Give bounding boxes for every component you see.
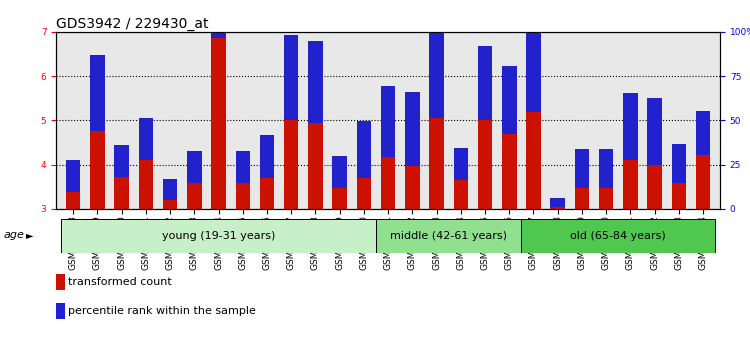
Bar xyxy=(671,183,686,209)
Bar xyxy=(647,166,662,209)
Text: young (19-31 years): young (19-31 years) xyxy=(162,231,275,241)
Text: transformed count: transformed count xyxy=(68,278,171,287)
Bar xyxy=(381,86,395,157)
Bar xyxy=(211,39,226,209)
Bar xyxy=(454,148,468,180)
Bar xyxy=(454,180,468,209)
Bar xyxy=(405,166,419,209)
Bar xyxy=(376,219,521,253)
Text: percentile rank within the sample: percentile rank within the sample xyxy=(68,306,255,316)
Bar xyxy=(696,155,710,209)
Bar xyxy=(284,120,298,209)
Bar xyxy=(61,219,376,253)
Bar xyxy=(308,41,322,122)
Bar xyxy=(574,149,590,188)
Bar xyxy=(332,188,347,209)
Bar xyxy=(647,98,662,166)
Bar xyxy=(502,67,517,134)
Bar xyxy=(236,183,250,209)
Text: GDS3942 / 229430_at: GDS3942 / 229430_at xyxy=(56,17,208,31)
Bar xyxy=(66,160,80,192)
Bar xyxy=(260,136,274,178)
Bar xyxy=(236,152,250,183)
Bar xyxy=(332,156,347,188)
Text: middle (42-61 years): middle (42-61 years) xyxy=(390,231,507,241)
Text: age: age xyxy=(4,230,25,240)
Bar xyxy=(550,198,565,207)
Bar xyxy=(381,157,395,209)
Bar xyxy=(163,200,177,209)
Bar xyxy=(599,188,613,209)
Bar xyxy=(187,152,202,183)
Bar xyxy=(429,33,444,118)
Bar xyxy=(526,112,541,209)
Bar xyxy=(574,188,590,209)
Bar xyxy=(260,178,274,209)
Bar xyxy=(115,145,129,177)
Bar xyxy=(671,144,686,183)
Bar xyxy=(429,118,444,209)
Bar xyxy=(696,111,710,155)
Bar xyxy=(90,131,105,209)
Text: ►: ► xyxy=(26,230,34,240)
Bar xyxy=(357,178,371,209)
Bar xyxy=(478,46,492,120)
Bar xyxy=(357,121,371,178)
Bar xyxy=(187,183,202,209)
Bar xyxy=(405,92,419,166)
Bar xyxy=(66,192,80,209)
Bar xyxy=(521,219,716,253)
Bar xyxy=(211,0,226,39)
Bar xyxy=(139,160,153,209)
Bar xyxy=(623,160,638,209)
Bar xyxy=(308,122,322,209)
Text: old (65-84 years): old (65-84 years) xyxy=(571,231,666,241)
Bar xyxy=(599,149,613,188)
Bar xyxy=(90,55,105,131)
Bar xyxy=(139,118,153,160)
Bar xyxy=(526,23,541,112)
Bar xyxy=(550,207,565,209)
Bar xyxy=(502,133,517,209)
Bar xyxy=(163,179,177,200)
Bar xyxy=(284,35,298,120)
Bar xyxy=(115,177,129,209)
Bar xyxy=(478,120,492,209)
Bar xyxy=(623,93,638,160)
